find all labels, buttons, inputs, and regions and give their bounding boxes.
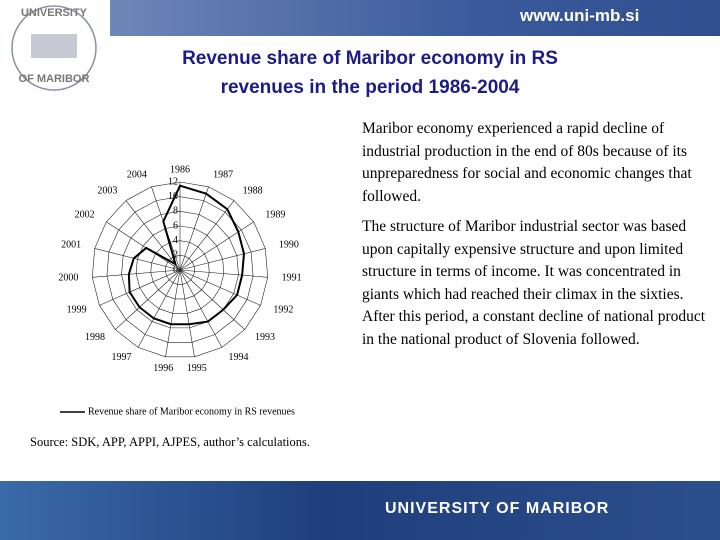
spoke [179,269,223,348]
r-tick-label: 4 [173,235,178,246]
category-label: 2001 [61,240,81,251]
logo-bottom: OF MARIBOR [19,73,90,85]
grid-ring [121,211,239,329]
spoke [179,221,254,271]
category-label: 1991 [282,273,302,284]
spoke [179,269,268,278]
category-label: 1998 [85,332,105,343]
grid-ring [165,255,195,285]
r-tick-label: 0 [173,264,178,275]
grid-ring [106,196,254,343]
r-tick-label: 8 [173,206,178,217]
spoke [137,269,181,348]
category-label: 2003 [97,185,117,196]
spoke [179,248,266,271]
paragraph: Maribor economy experienced a rapid decl… [362,120,692,205]
spoke [179,186,209,271]
spoke [115,269,181,330]
url: www.uni-mb.si [520,6,640,25]
r-tick-label: 12 [168,176,178,187]
header-bar [110,0,720,36]
category-label: 1997 [111,352,131,363]
category-label: 1988 [243,185,263,196]
r-tick-label: 10 [168,191,178,202]
footer-bar [0,481,720,540]
spoke [179,269,245,330]
category-label: 1989 [265,210,285,221]
r-tick-label: 2 [173,250,178,261]
legend-label: Revenue share of Maribor economy in RS r… [88,406,295,417]
category-label: 1992 [273,304,293,315]
spoke [179,269,195,357]
spoke [125,200,181,271]
logo-top: UNIVERSITY [21,7,88,19]
paragraph: The structure of Maribor industrial sect… [362,218,706,348]
grid-ring [91,181,269,358]
r-tick-label: 6 [173,220,178,231]
category-label: 1990 [279,240,299,251]
category-label: 1993 [255,332,275,343]
category-label: 1994 [229,352,249,363]
category-label: 2000 [58,273,78,284]
spoke [165,269,181,357]
title: Revenue share of Maribor economy in RS r… [110,44,630,102]
title-line: revenues in the period 1986-2004 [220,77,520,98]
radar-line [127,184,245,326]
category-label: 1996 [153,363,173,374]
footer-name: UNIVERSITY OF MARIBOR [385,500,610,517]
spoke [94,248,181,271]
grid-ring [135,225,225,314]
spoke [92,269,181,278]
category-label: 1986 [170,164,190,175]
source: Source: SDK, APP, APPI, AJPES, author’s … [30,435,310,449]
grid-ring [150,240,210,300]
spoke [99,269,181,306]
spoke [179,269,261,306]
title-line: Revenue share of Maribor economy in RS [182,48,558,69]
logo: UNIVERSITY OF MARIBOR [11,5,97,91]
category-label: 1987 [213,170,233,181]
category-label: 2002 [75,210,95,221]
category-label: 2004 [127,170,147,181]
category-label: 1999 [67,304,87,315]
category-label: 1995 [187,363,207,374]
spoke [106,221,181,271]
spoke [179,200,235,271]
